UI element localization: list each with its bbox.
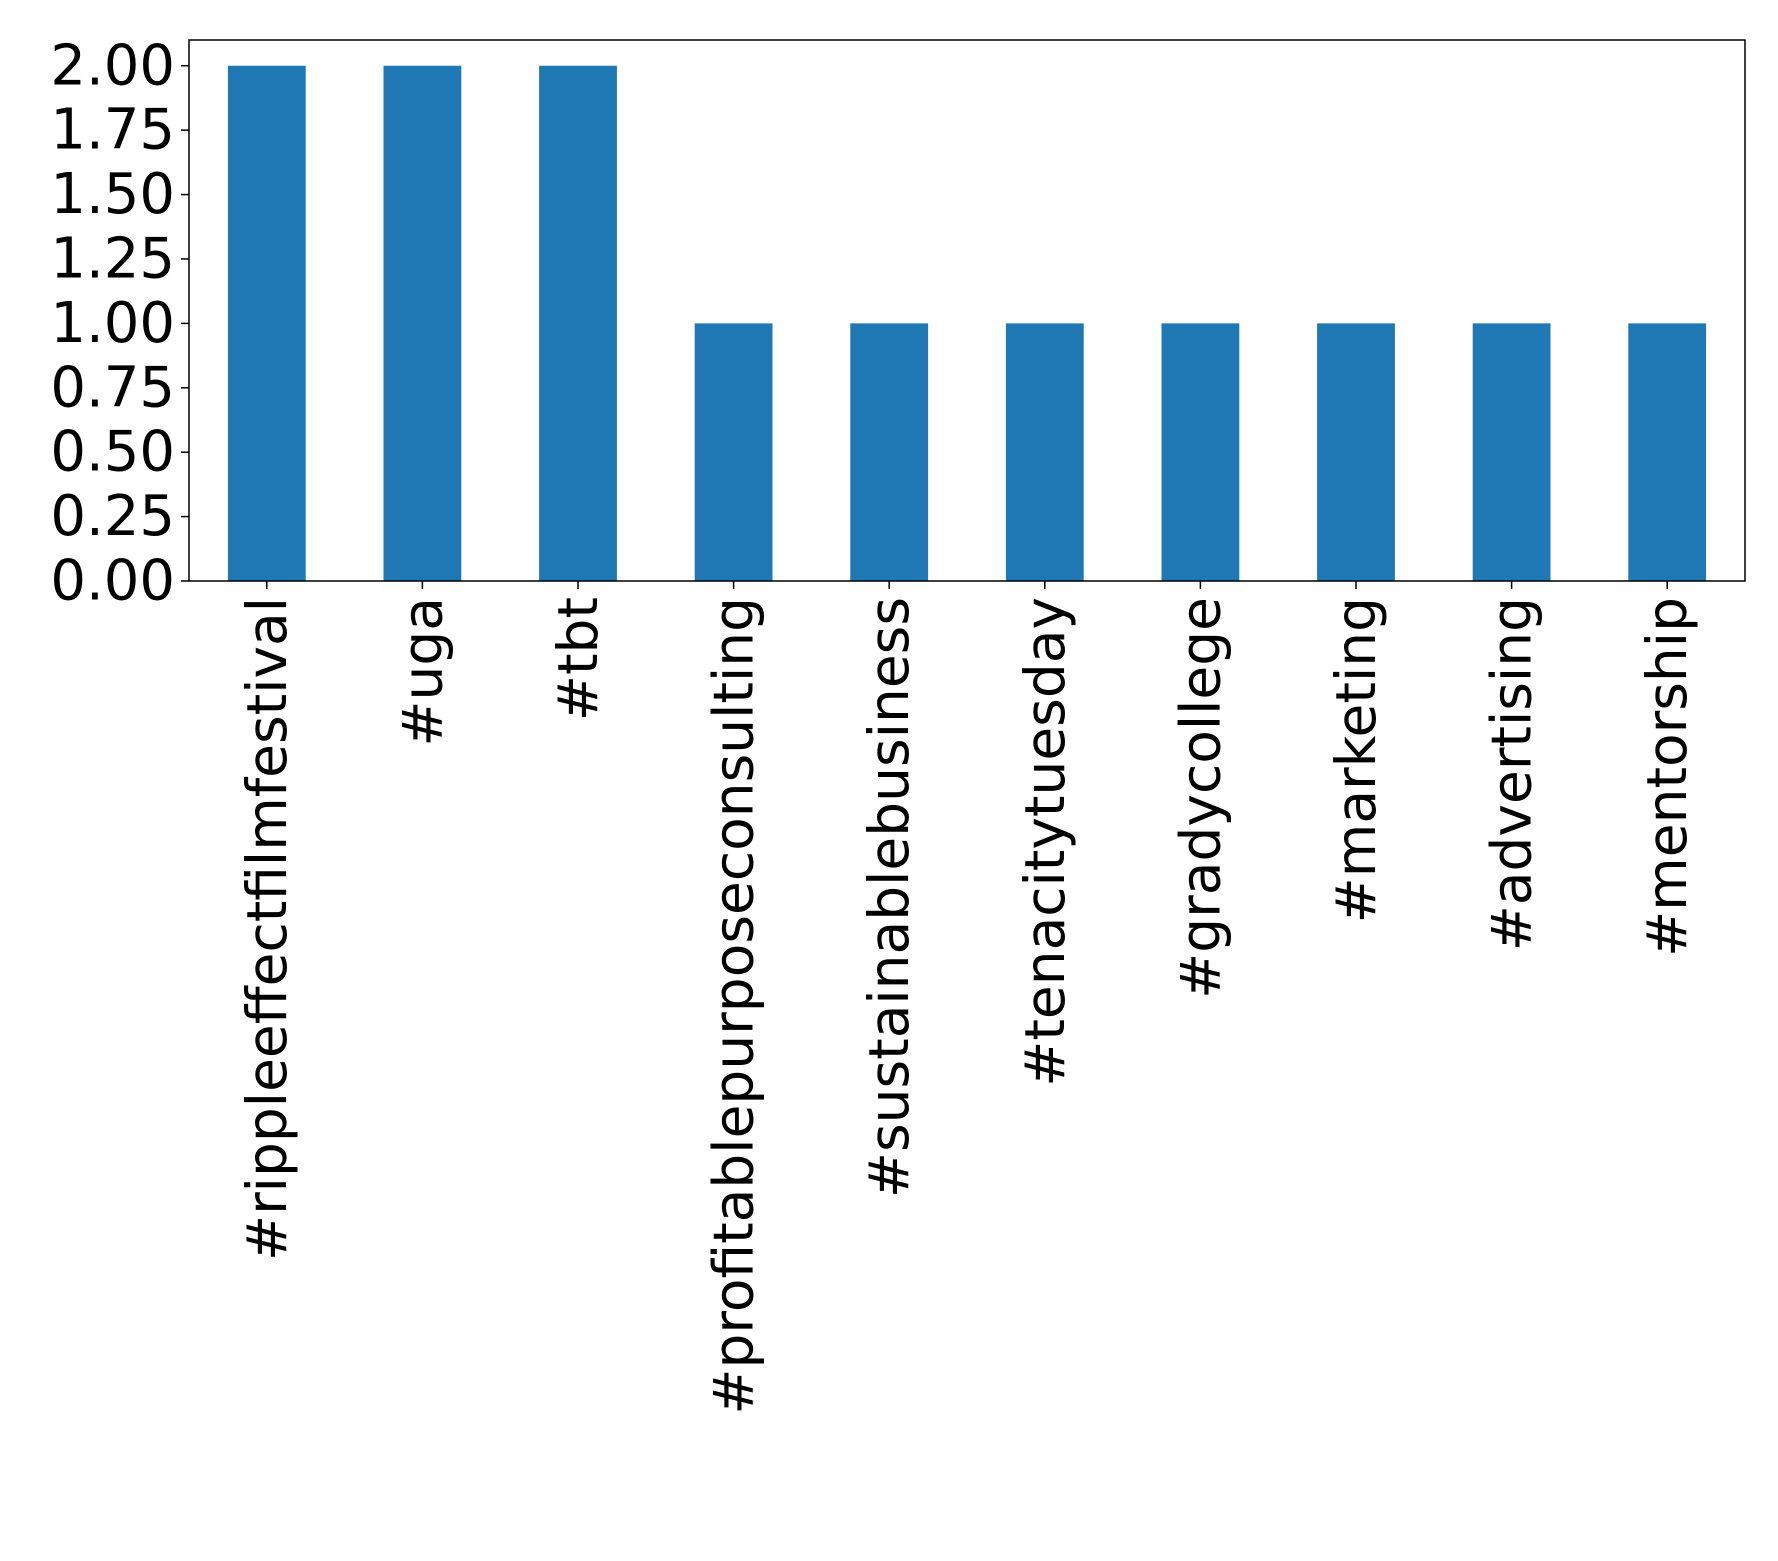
bar-0 <box>227 65 306 581</box>
bar-4 <box>850 323 929 581</box>
y-tick-label-0: 0.00 <box>50 549 175 614</box>
x-tick-label-6: #gradycollege <box>1168 597 1232 999</box>
bar-2 <box>539 65 617 581</box>
bars-layer <box>227 65 1707 581</box>
x-tick-label-9: #mentorship <box>1635 597 1699 957</box>
bar-8 <box>1472 323 1551 581</box>
x-tick-label-0: #rippleeffectfilmfestival <box>235 597 299 1261</box>
bar-3 <box>694 323 773 581</box>
axes-frame <box>188 39 1746 582</box>
x-tick-label-1: #uga <box>390 597 454 747</box>
bar-7 <box>1317 323 1395 581</box>
y-tick-label-7: 1.75 <box>50 98 175 163</box>
x-tick-label-2: #tbt <box>546 597 610 721</box>
y-tick-label-5: 1.25 <box>50 226 175 291</box>
x-tick-label-4: #sustainablebusiness <box>857 597 921 1198</box>
bar-6 <box>1161 323 1240 581</box>
x-axis-ticks: #rippleeffectfilmfestival #uga #tbt #profit… <box>235 581 1699 1415</box>
x-tick-label-3: #profitablepurposeconsulting <box>702 597 766 1415</box>
y-tick-label-6: 1.50 <box>50 162 175 227</box>
bar-9 <box>1628 323 1707 581</box>
y-tick-label-3: 0.75 <box>50 355 175 420</box>
y-tick-label-2: 0.50 <box>50 420 175 485</box>
y-tick-label-4: 1.00 <box>50 291 175 356</box>
x-tick-label-5: #tenacitytuesday <box>1013 597 1077 1087</box>
x-tick-label-8: #advertising <box>1480 597 1544 951</box>
x-tick-label-7: #marketing <box>1324 597 1388 923</box>
bar-5 <box>1005 323 1084 581</box>
y-axis-ticks: 0.000.250.500.751.001.251.501.752.00 <box>50 33 189 614</box>
y-tick-label-1: 0.25 <box>50 484 175 549</box>
y-tick-label-8: 2.00 <box>50 33 175 98</box>
bar-1 <box>383 65 462 581</box>
